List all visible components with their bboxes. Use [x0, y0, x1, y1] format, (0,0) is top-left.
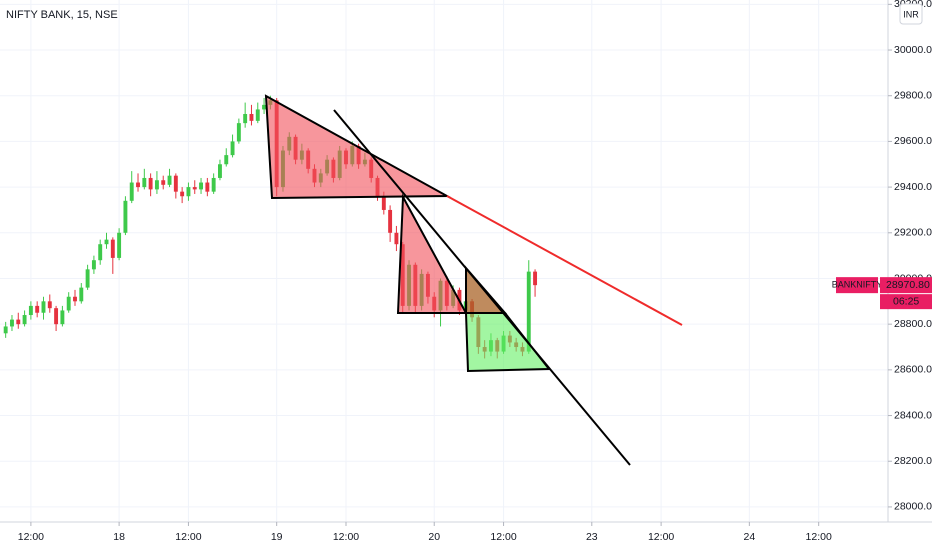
candle-body	[98, 244, 103, 261]
x-tick-label: 18	[113, 531, 125, 543]
candle-body	[54, 308, 59, 325]
x-tick-label: 24	[744, 531, 756, 543]
candle-body	[161, 180, 166, 185]
candle-body	[22, 315, 27, 325]
chart-title: NIFTY BANK, 15, NSE	[6, 9, 118, 21]
candle-body	[394, 232, 399, 245]
candle-body	[60, 310, 65, 325]
x-tick-label: 20	[428, 531, 440, 543]
candle-body	[533, 271, 538, 286]
y-tick-label: 29600.00	[894, 135, 932, 147]
candle-body	[3, 326, 8, 334]
currency: INR	[903, 9, 919, 19]
candle-body	[236, 123, 241, 142]
candle-body	[110, 239, 115, 258]
candle-body	[41, 301, 46, 313]
red-triangle	[396, 193, 468, 314]
countdown-label: 06:25	[893, 295, 919, 307]
x-tick-label: 12:00	[806, 531, 832, 543]
candle-body	[129, 182, 134, 201]
x-tick-label: 12:00	[490, 531, 516, 543]
y-tick-label: 29200.00	[894, 227, 932, 239]
candle-body	[186, 187, 191, 197]
countdown-box	[880, 294, 932, 310]
y-tick-label: 28200.00	[894, 455, 932, 467]
candle-body	[35, 305, 40, 313]
green-zone	[464, 312, 552, 373]
candle-body	[180, 191, 185, 197]
symbol-label: BANKNIFTY	[832, 280, 883, 290]
candle-body	[249, 113, 254, 121]
candle-body	[28, 305, 33, 316]
candle-body	[85, 269, 90, 288]
candle-body	[136, 182, 140, 188]
candle-body	[66, 296, 71, 311]
candle-body	[199, 182, 203, 190]
candle-body	[262, 104, 267, 110]
x-tick-label: 12:00	[333, 531, 359, 543]
candle-body	[47, 301, 52, 309]
candle-body	[526, 271, 531, 352]
x-tick-label: 12:00	[175, 531, 201, 543]
candle-body	[79, 287, 84, 302]
trend-line-black	[333, 109, 631, 466]
drawings	[264, 94, 683, 466]
candle-body	[148, 177, 153, 190]
candle-body	[381, 196, 386, 210]
candle-body	[16, 319, 21, 325]
candle-body	[217, 164, 222, 178]
candle-body	[192, 187, 197, 190]
symbol-box	[836, 277, 878, 294]
candle-body	[224, 155, 229, 165]
candle-body	[10, 319, 14, 327]
y-tick-label: 29800.00	[894, 90, 932, 102]
candle-body	[243, 113, 248, 124]
candle-body	[123, 200, 128, 233]
candle-body	[91, 260, 96, 270]
candle-body	[104, 239, 109, 245]
candle-body	[388, 209, 393, 233]
x-tick-label: 12:00	[18, 531, 44, 543]
grid	[0, 0, 888, 522]
candle-body	[117, 232, 122, 258]
candle-body	[167, 175, 172, 185]
y-tick-label: 28000.00	[894, 501, 932, 513]
y-tick-label: 30000.00	[894, 44, 932, 56]
y-tick-label: 28600.00	[894, 364, 932, 376]
y-tick-label: 28800.00	[894, 318, 932, 330]
trend-line-red	[446, 195, 683, 326]
candle-body	[142, 177, 147, 188]
candle-body	[173, 175, 178, 192]
candle-body	[154, 180, 159, 190]
x-tick-label: 19	[271, 531, 283, 543]
candle-body	[255, 109, 260, 121]
candle-body	[230, 141, 235, 156]
labels: 28000.00 28200.00 28400.00 28600.00 28800.00…	[18, 0, 932, 543]
candle-body	[205, 182, 210, 192]
currency-box[interactable]	[899, 3, 923, 25]
candle-body	[73, 296, 77, 302]
red-triangle	[264, 94, 451, 200]
x-tick-label: 12:00	[648, 531, 674, 543]
y-tick-label: 28400.00	[894, 409, 932, 421]
candle-body	[211, 177, 216, 192]
last-price-label: 28970.80	[886, 279, 930, 291]
x-tick-label: 23	[586, 531, 598, 543]
last-price-box	[880, 277, 932, 294]
y-tick-label: 29400.00	[894, 181, 932, 193]
